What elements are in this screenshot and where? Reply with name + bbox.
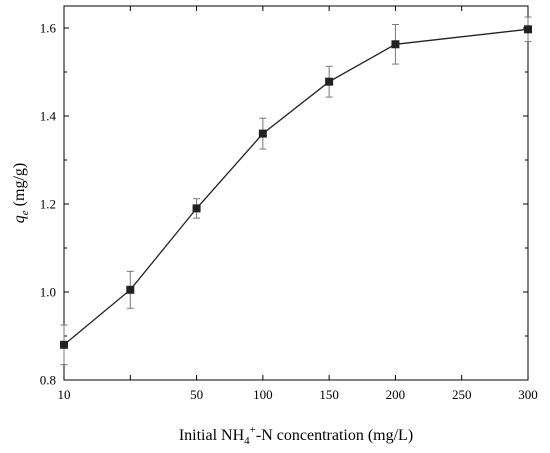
y-axis-title: qe (mg/g): [11, 163, 31, 223]
x-tick-label: 10: [58, 387, 71, 402]
y-tick-label: 1.6: [40, 21, 57, 36]
data-point: [126, 285, 135, 294]
x-tick-label: 150: [319, 387, 339, 402]
x-tick-label: 50: [190, 387, 203, 402]
x-axis-title: Initial NH4+-N concentration (mg/L): [179, 424, 413, 447]
data-point: [524, 25, 532, 34]
y-tick-label: 1.2: [40, 197, 56, 212]
x-tick-label: 200: [386, 387, 406, 402]
y-tick-label: 1.0: [40, 285, 56, 300]
tick-labels: 10 50 100 150 200 250 300 0.8 1.0 1.2 1.4 1.6: [40, 21, 538, 403]
ticks: [63, 6, 529, 381]
y-tick-label: 0.8: [40, 373, 56, 388]
data-point: [192, 204, 201, 213]
plot-frame: [63, 5, 529, 381]
data-point: [325, 77, 334, 86]
x-tick-label: 300: [518, 387, 538, 402]
markers: [60, 25, 532, 349]
x-tick-label: 100: [253, 387, 273, 402]
data-point: [258, 129, 267, 138]
error-bars: [60, 16, 532, 366]
y-tick-label: 1.4: [40, 109, 57, 124]
data-point: [391, 40, 400, 49]
series-line: [63, 28, 529, 346]
x-tick-label: 250: [452, 387, 472, 402]
data-point: [60, 340, 68, 349]
